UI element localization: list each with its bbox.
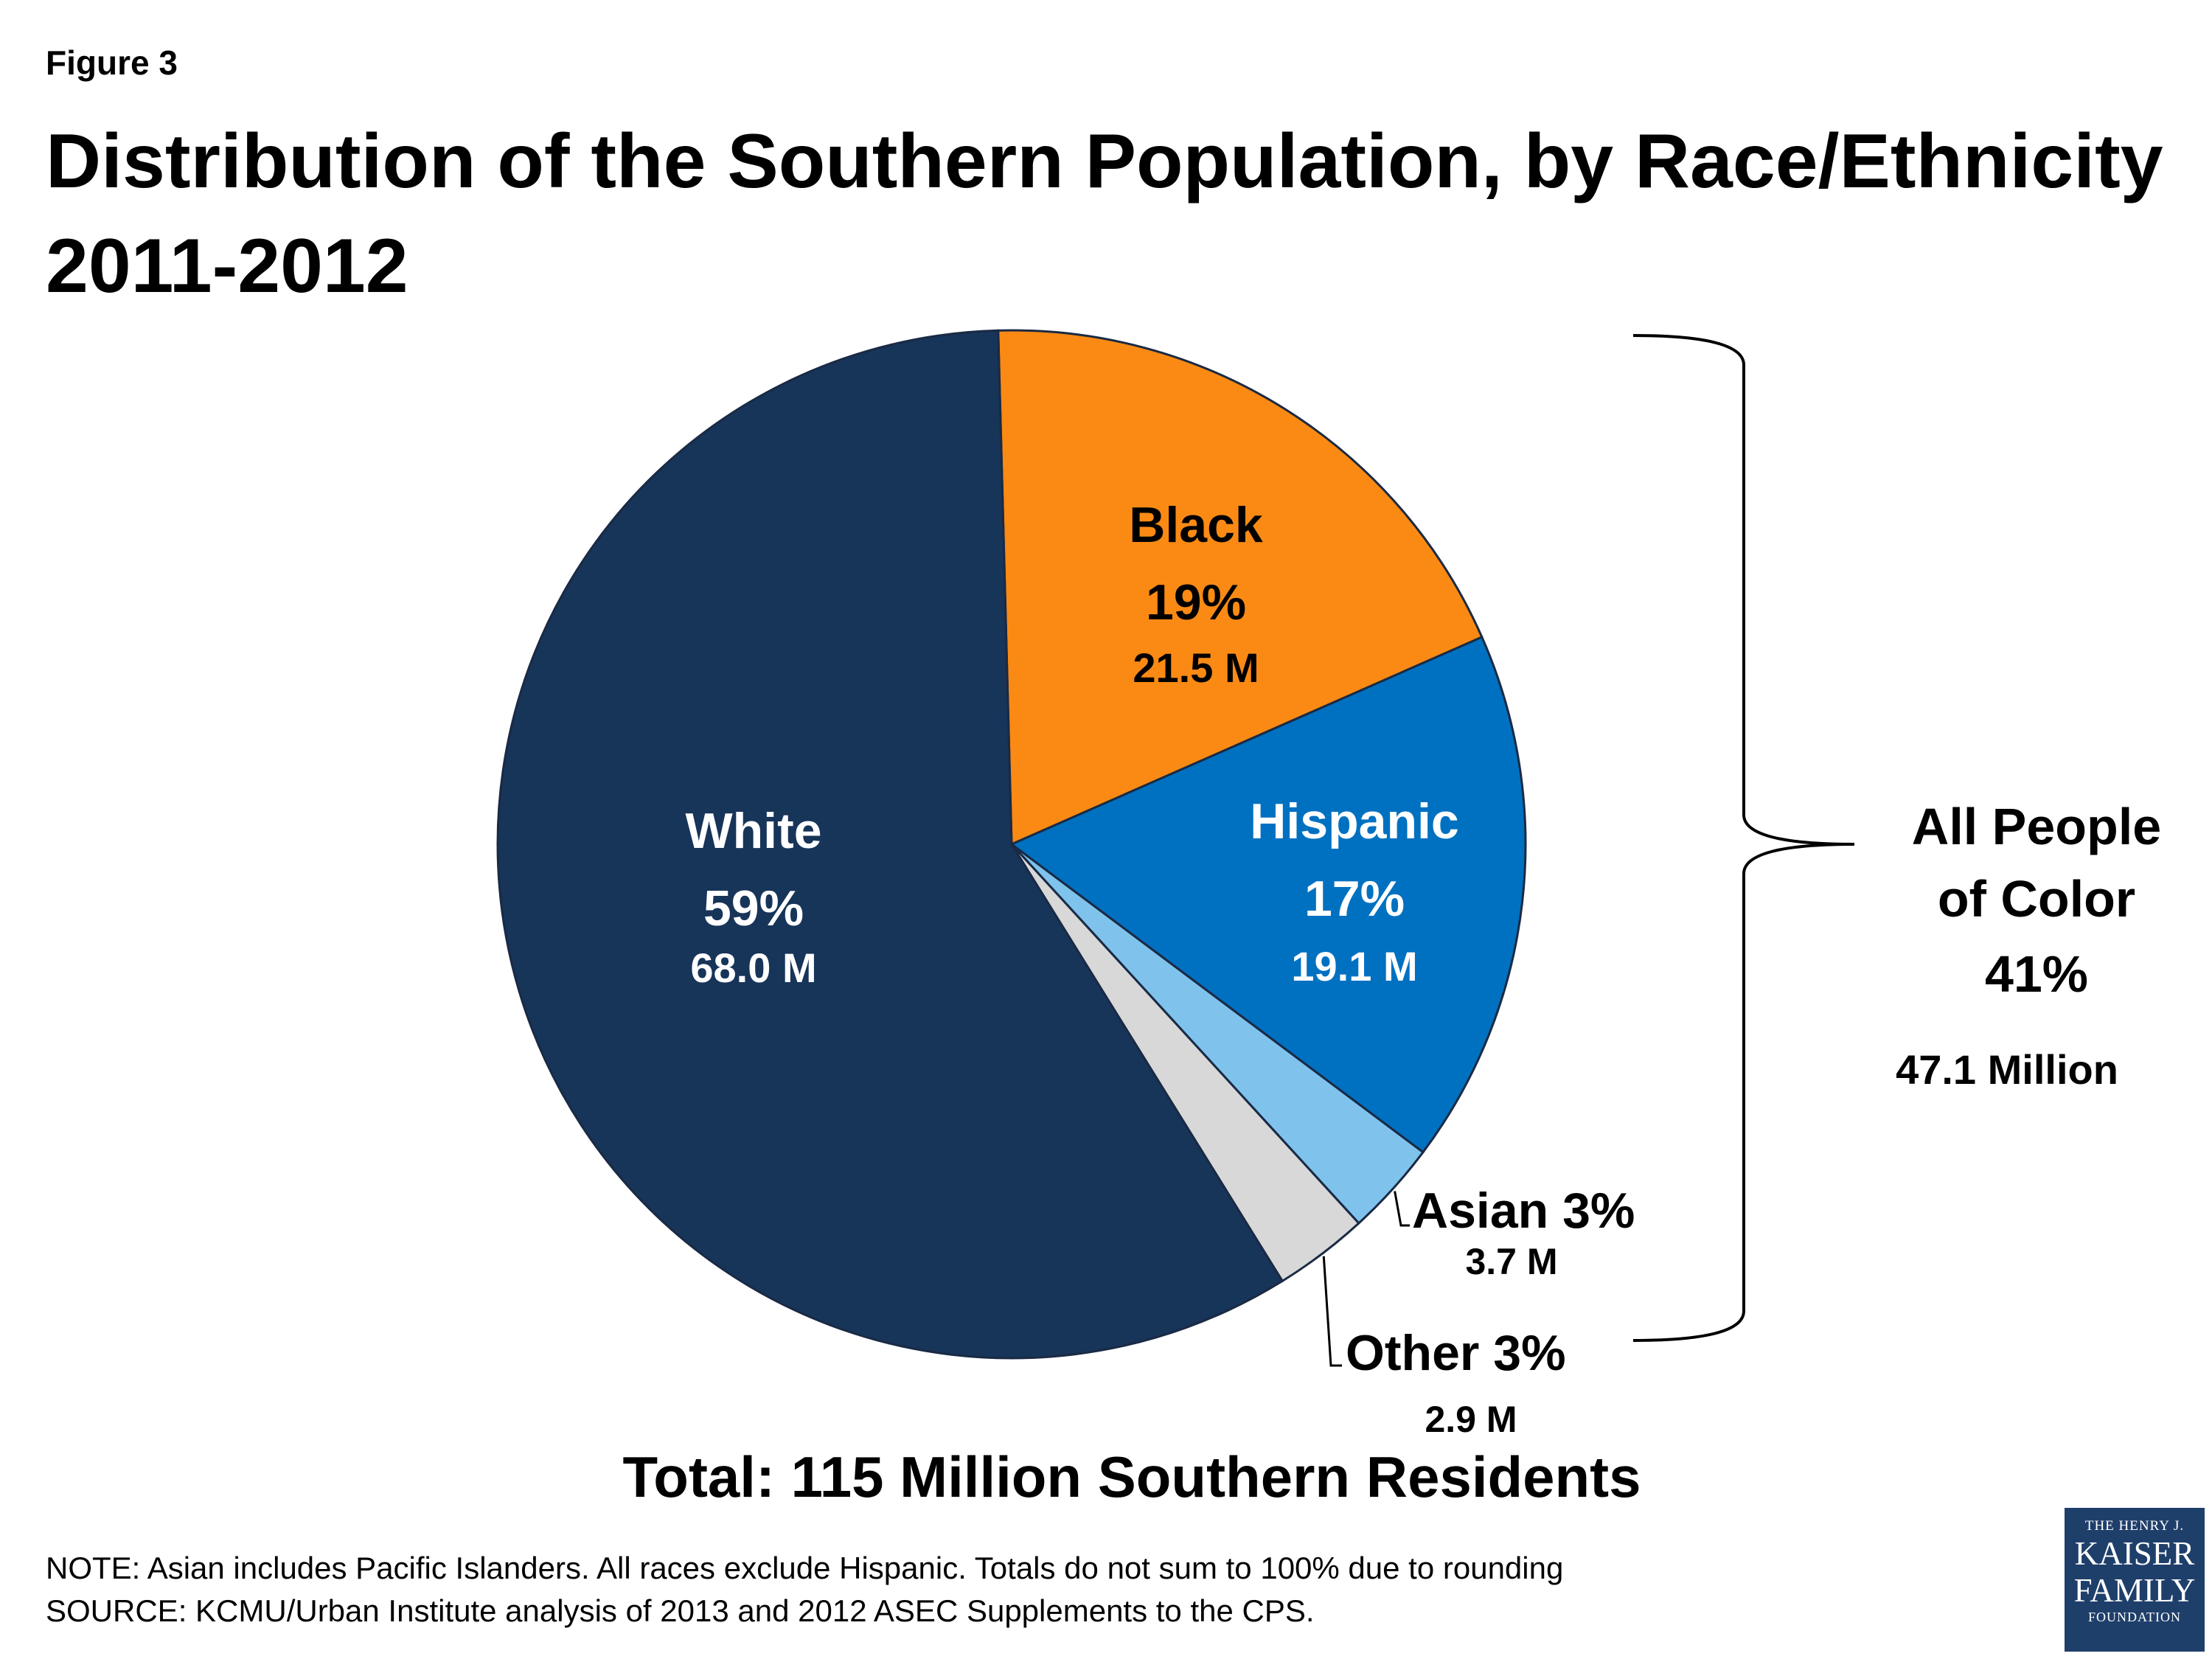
slice-value-white: 68.0 M: [690, 945, 816, 991]
bracket-percent: 41%: [1985, 945, 2088, 1003]
logo-line2: KAISER: [2074, 1535, 2195, 1572]
total-text: Total: 115 Million Southern Residents: [622, 1444, 1641, 1509]
slice-pct-black: 19%: [1146, 574, 1246, 630]
slice-value-black: 21.5 M: [1133, 644, 1259, 691]
chart-title-line2: 2011-2012: [46, 223, 408, 309]
kff-logo: THE HENRY J. KAISER FAMILY FOUNDATION: [2065, 1508, 2205, 1652]
slice-pct-white: 59%: [703, 880, 804, 936]
slice-label-asian: Asian 3%: [1412, 1183, 1635, 1239]
figure-label: Figure 3: [46, 44, 178, 82]
logo-line4: FOUNDATION: [2088, 1610, 2181, 1624]
slice-name-white: White: [685, 803, 821, 859]
total-label: Total: 115 Million Southern Residents: [0, 1444, 2212, 1511]
leader-line-other: [1322, 1256, 1342, 1367]
bracket-label-line2: of Color: [1938, 870, 2135, 928]
slice-value-asian: 3.7 M: [1465, 1241, 1557, 1282]
logo-line1: THE HENRY J.: [2084, 1518, 2185, 1534]
chart-title: Distribution of the Southern Population,…: [46, 109, 2163, 319]
bracket-value: 47.1 Million: [1896, 1046, 2118, 1093]
pie-slice-white: [496, 329, 1284, 1360]
slice-name-black: Black: [1129, 497, 1263, 553]
note-text: NOTE: Asian includes Pacific Islanders. …: [46, 1551, 1564, 1585]
chart-title-line1: Distribution of the Southern Population,…: [46, 119, 2163, 204]
pie-slice-hispanic: [1009, 636, 1527, 1154]
slice-value-hispanic: 19.1 M: [1291, 943, 1417, 990]
footnote: NOTE: Asian includes Pacific Islanders. …: [46, 1547, 1563, 1632]
people-of-color-bracket: [1632, 334, 1855, 1342]
bracket-label-line1: All People: [1912, 798, 2161, 855]
source-text: SOURCE: KCMU/Urban Institute analysis of…: [46, 1593, 1315, 1628]
slice-pct-hispanic: 17%: [1304, 871, 1405, 927]
logo-line3: FAMILY: [2073, 1572, 2196, 1609]
slice-label-other: Other 3%: [1346, 1325, 1566, 1381]
leader-line-asian: [1394, 1191, 1410, 1227]
slice-value-other: 2.9 M: [1425, 1399, 1517, 1440]
pie-slice-black: [997, 329, 1484, 846]
slice-name-hispanic: Hispanic: [1250, 793, 1458, 849]
